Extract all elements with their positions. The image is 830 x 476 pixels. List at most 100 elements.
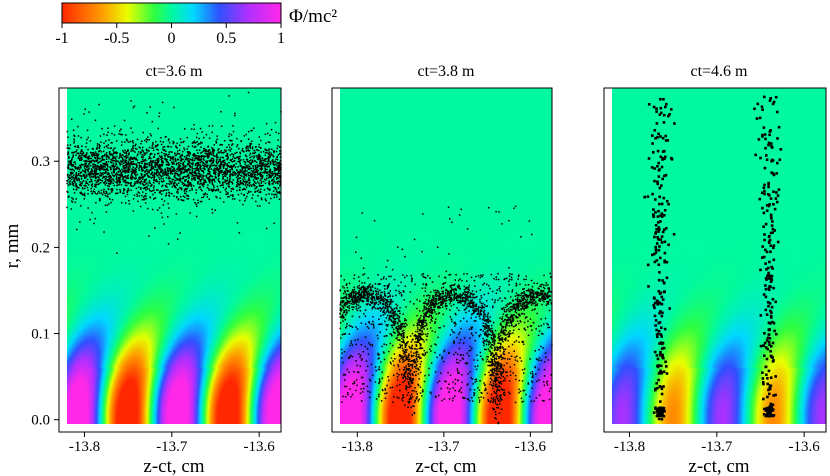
particle-point — [478, 334, 480, 337]
particle-point — [171, 173, 174, 175]
particle-point — [507, 339, 509, 342]
particle-point — [246, 181, 249, 183]
particle-point — [485, 300, 488, 302]
particle-point — [145, 189, 147, 191]
particle-point — [479, 298, 481, 301]
particle-point — [494, 400, 497, 403]
particle-point — [268, 173, 270, 176]
particle-point — [381, 291, 383, 294]
particle-point — [103, 133, 105, 136]
particle-point — [439, 297, 442, 300]
particle-point — [200, 200, 203, 203]
particle-point — [146, 173, 148, 175]
particle-point — [411, 347, 414, 350]
particle-point — [149, 154, 152, 156]
particle-point — [416, 359, 418, 361]
particle-point — [87, 136, 89, 139]
particle-point — [231, 144, 233, 146]
particle-point — [72, 188, 75, 191]
particle-point — [120, 156, 123, 158]
particle-point — [132, 147, 134, 150]
particle-point — [217, 175, 220, 177]
particle-point — [99, 199, 101, 201]
particle-point — [247, 91, 250, 94]
particle-point — [71, 157, 74, 159]
particle-point — [242, 176, 245, 178]
particle-point — [364, 315, 367, 317]
particle-point — [186, 175, 188, 177]
particle-point — [388, 315, 391, 318]
particle-point — [256, 174, 258, 176]
particle-point — [83, 113, 85, 115]
particle-point — [115, 168, 117, 171]
particle-point — [84, 154, 87, 156]
particle-point — [224, 189, 227, 191]
particle-point — [366, 300, 368, 302]
particle-point — [362, 391, 364, 393]
particle-point — [79, 152, 82, 155]
particle-point — [276, 176, 278, 179]
particle-point — [247, 179, 250, 181]
particle-point — [454, 383, 457, 385]
particle-point — [102, 177, 104, 179]
particle-point — [416, 353, 418, 356]
particle-point — [80, 157, 82, 159]
particle-point — [161, 151, 163, 154]
particle-point — [163, 173, 166, 176]
particle-point — [128, 182, 130, 185]
particle-point — [183, 171, 185, 173]
particle-point — [144, 195, 146, 197]
particle-point — [156, 168, 159, 171]
particle-point — [207, 184, 209, 186]
particle-point — [229, 175, 231, 178]
particle-point — [222, 184, 224, 186]
particle-point — [203, 136, 205, 139]
particle-point — [194, 145, 197, 148]
particle-point — [73, 180, 75, 182]
particle-point — [109, 192, 111, 195]
particle-point — [165, 171, 168, 174]
particle-point — [426, 304, 428, 306]
particle-point — [167, 243, 170, 245]
particle-point — [128, 167, 130, 169]
particle-point — [544, 352, 547, 354]
particle-point — [157, 149, 159, 151]
particle-point — [216, 185, 219, 188]
particle-point — [529, 293, 531, 295]
particle-point — [438, 299, 441, 301]
particle-point — [154, 164, 156, 166]
particle-point — [91, 147, 94, 150]
particle-point — [207, 145, 210, 148]
particle-point — [105, 211, 108, 213]
particle-point — [258, 149, 260, 152]
particle-point — [108, 157, 110, 160]
particle-point — [213, 186, 215, 189]
particle-point — [187, 177, 189, 179]
particle-point — [487, 360, 490, 362]
particle-point — [162, 190, 164, 192]
particle-point — [459, 294, 461, 296]
particle-point — [508, 308, 510, 310]
particle-point — [136, 159, 139, 161]
particle-point — [472, 301, 474, 303]
particle-point — [155, 164, 157, 166]
particle-point — [159, 164, 162, 166]
particle-point — [279, 146, 281, 148]
particle-point — [461, 300, 463, 302]
particle-point — [278, 175, 280, 177]
particle-point — [517, 278, 519, 280]
particle-point — [178, 168, 181, 170]
particle-point — [171, 180, 173, 183]
particle-point — [135, 157, 137, 159]
particle-point — [175, 163, 178, 166]
particle-point — [124, 169, 127, 172]
particle-point — [230, 159, 232, 161]
particle-point — [237, 182, 239, 185]
particle-point — [373, 297, 375, 300]
particle-point — [72, 182, 74, 185]
particle-point — [113, 125, 116, 127]
particle-point — [349, 356, 351, 358]
particle-point — [384, 294, 386, 296]
particle-point — [529, 301, 531, 304]
particle-point — [98, 103, 100, 106]
